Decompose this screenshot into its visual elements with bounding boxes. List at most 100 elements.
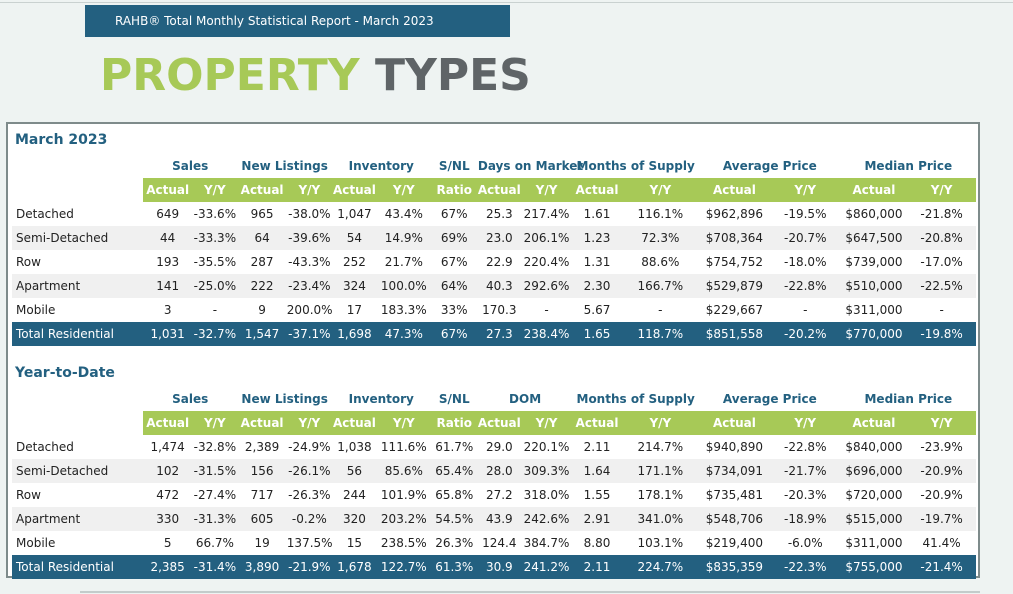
table-cell: 5 [163, 536, 172, 550]
table-cell: 309.3% [520, 459, 573, 483]
table-cell: -26.3% [288, 488, 331, 502]
table-cell: 244 [342, 488, 366, 502]
march-section-title: March 2023 [15, 132, 108, 148]
total-cell: 27.3 [477, 322, 521, 346]
table-cell: -35.5% [193, 255, 237, 269]
subheader-blank [12, 178, 143, 202]
group-header-blank [12, 387, 143, 411]
table-cell: 292.6% [520, 274, 573, 298]
group-header: Average Price [722, 392, 817, 406]
total-cell: 118.7% [621, 322, 699, 346]
table-cell: 65.8% [435, 488, 474, 502]
table-row: Row 472 -27.4% 717 -26.3% 244 101.9% 65.8% 27.2 3… [12, 483, 976, 507]
total-cell: 30.9 [477, 555, 521, 579]
table-cell: 116.1% [637, 207, 684, 221]
table-cell: 21.7% [384, 255, 423, 269]
total-cell: 241.2% [520, 555, 573, 579]
group-header: DOM [509, 392, 542, 406]
group-header: New Listings [241, 392, 328, 406]
table-row: Apartment 141 -25.0% 222 -23.4% 324 100.0% 64% 4… [12, 274, 976, 298]
subheader-cell: Actual [698, 411, 770, 435]
table-cell: $840,000 [845, 440, 903, 454]
group-header: New Listings [241, 159, 328, 173]
table-cell: -6.0% [787, 536, 823, 550]
total-row: Total Residential 1,031 -32.7% 1,547 -37.1% 1… [12, 322, 976, 346]
table-cell: 64% [430, 274, 478, 298]
table-cell: 214.7% [637, 440, 684, 454]
subheader-cell: Actual [477, 178, 521, 202]
table-cell: 178.1% [637, 488, 684, 502]
table-cell: 965 [250, 207, 274, 221]
table-cell: 318.0% [523, 488, 570, 502]
subheader-cell: Actual [331, 178, 377, 202]
table-cell: -20.3% [784, 488, 827, 502]
table-cell: 40.3 [477, 274, 521, 298]
subheader-cell: Y/Y [192, 178, 238, 202]
table-row: Mobile 5 66.7% 19 137.5% 15 238.5% 26.3% 124.4 38… [12, 531, 976, 555]
table-cell: 66.7% [195, 536, 234, 550]
march-table: Sales New Listings Inventory S/NL Days on Ma… [12, 154, 976, 346]
table-cell: 28.0 [477, 459, 521, 483]
subheader-cell: Y/Y [907, 178, 976, 202]
table-cell: 1.55 [583, 488, 611, 502]
table-cell: $734,091 [698, 459, 770, 483]
table-cell: 88.6% [641, 255, 680, 269]
subheader-cell: Ratio [430, 178, 478, 202]
page-title-part1: PROPERTY [100, 50, 360, 101]
table-cell: 166.7% [621, 274, 699, 298]
table-cell: 17 [346, 303, 363, 317]
table-cell: 1.64 [572, 459, 622, 483]
table-cell: -20.9% [920, 488, 963, 502]
total-row: Total Residential 2,385 -31.4% 3,890 -21.9% 1… [12, 555, 976, 579]
subheader-cell: Ratio [430, 411, 478, 435]
subheader-cell: Y/Y [907, 411, 976, 435]
row-label: Mobile [16, 303, 56, 317]
subheader-row: Actual Y/Y Actual Y/Y Actual Y/Y Ratio Actual Y/… [12, 411, 976, 435]
subheader-cell: Actual [237, 178, 287, 202]
subheader-cell: Y/Y [769, 178, 841, 202]
group-header: S/NL [438, 159, 470, 173]
table-cell: 252 [342, 255, 366, 269]
table-cell: 44 [142, 226, 193, 250]
table-cell: 43.9 [477, 507, 521, 531]
table-cell: -19.5% [784, 207, 827, 221]
group-header: Median Price [864, 159, 953, 173]
total-cell: $851,558 [698, 322, 770, 346]
subheader-blank [12, 411, 143, 435]
total-cell: 3,890 [237, 555, 287, 579]
group-header: Months of Supply [576, 159, 695, 173]
ytd-section-title: Year-to-Date [15, 365, 115, 381]
table-cell: 200.0% [286, 303, 333, 317]
subheader-cell: Actual [840, 411, 908, 435]
table-cell: -31.5% [192, 459, 238, 483]
group-header: Average Price [722, 159, 817, 173]
total-cell: -31.4% [192, 555, 238, 579]
table-cell: 649 [156, 207, 180, 221]
total-cell: -22.3% [769, 555, 841, 579]
table-cell: 717 [250, 488, 274, 502]
table-cell: 384.7% [523, 536, 570, 550]
table-cell: 217.4% [523, 207, 570, 221]
table-cell: 8.80 [583, 536, 611, 550]
table-cell: 67% [440, 207, 468, 221]
table-cell: $962,896 [705, 207, 764, 221]
ytd-table: Sales New Listings Inventory S/NL DOM Months … [12, 387, 976, 579]
table-cell: -25.0% [192, 274, 238, 298]
table-cell: 1,038 [337, 440, 372, 454]
table-cell: 3 [163, 303, 172, 317]
total-cell: -20.2% [769, 322, 841, 346]
table-cell: 341.0% [621, 507, 699, 531]
table-cell: 29.0 [485, 440, 513, 454]
table-cell: 25.3 [485, 207, 513, 221]
table-cell: -23.4% [286, 274, 332, 298]
row-label: Semi-Detached [12, 226, 143, 250]
table-cell: -19.7% [907, 507, 976, 531]
subheader-cell: Actual [840, 178, 908, 202]
subheader-cell: Y/Y [376, 411, 431, 435]
row-label: Detached [16, 440, 74, 454]
table-cell: 141 [142, 274, 193, 298]
table-cell: 287 [250, 255, 274, 269]
total-cell: $770,000 [840, 322, 908, 346]
subheader-cell: Y/Y [286, 411, 332, 435]
table-cell: 85.6% [376, 459, 431, 483]
